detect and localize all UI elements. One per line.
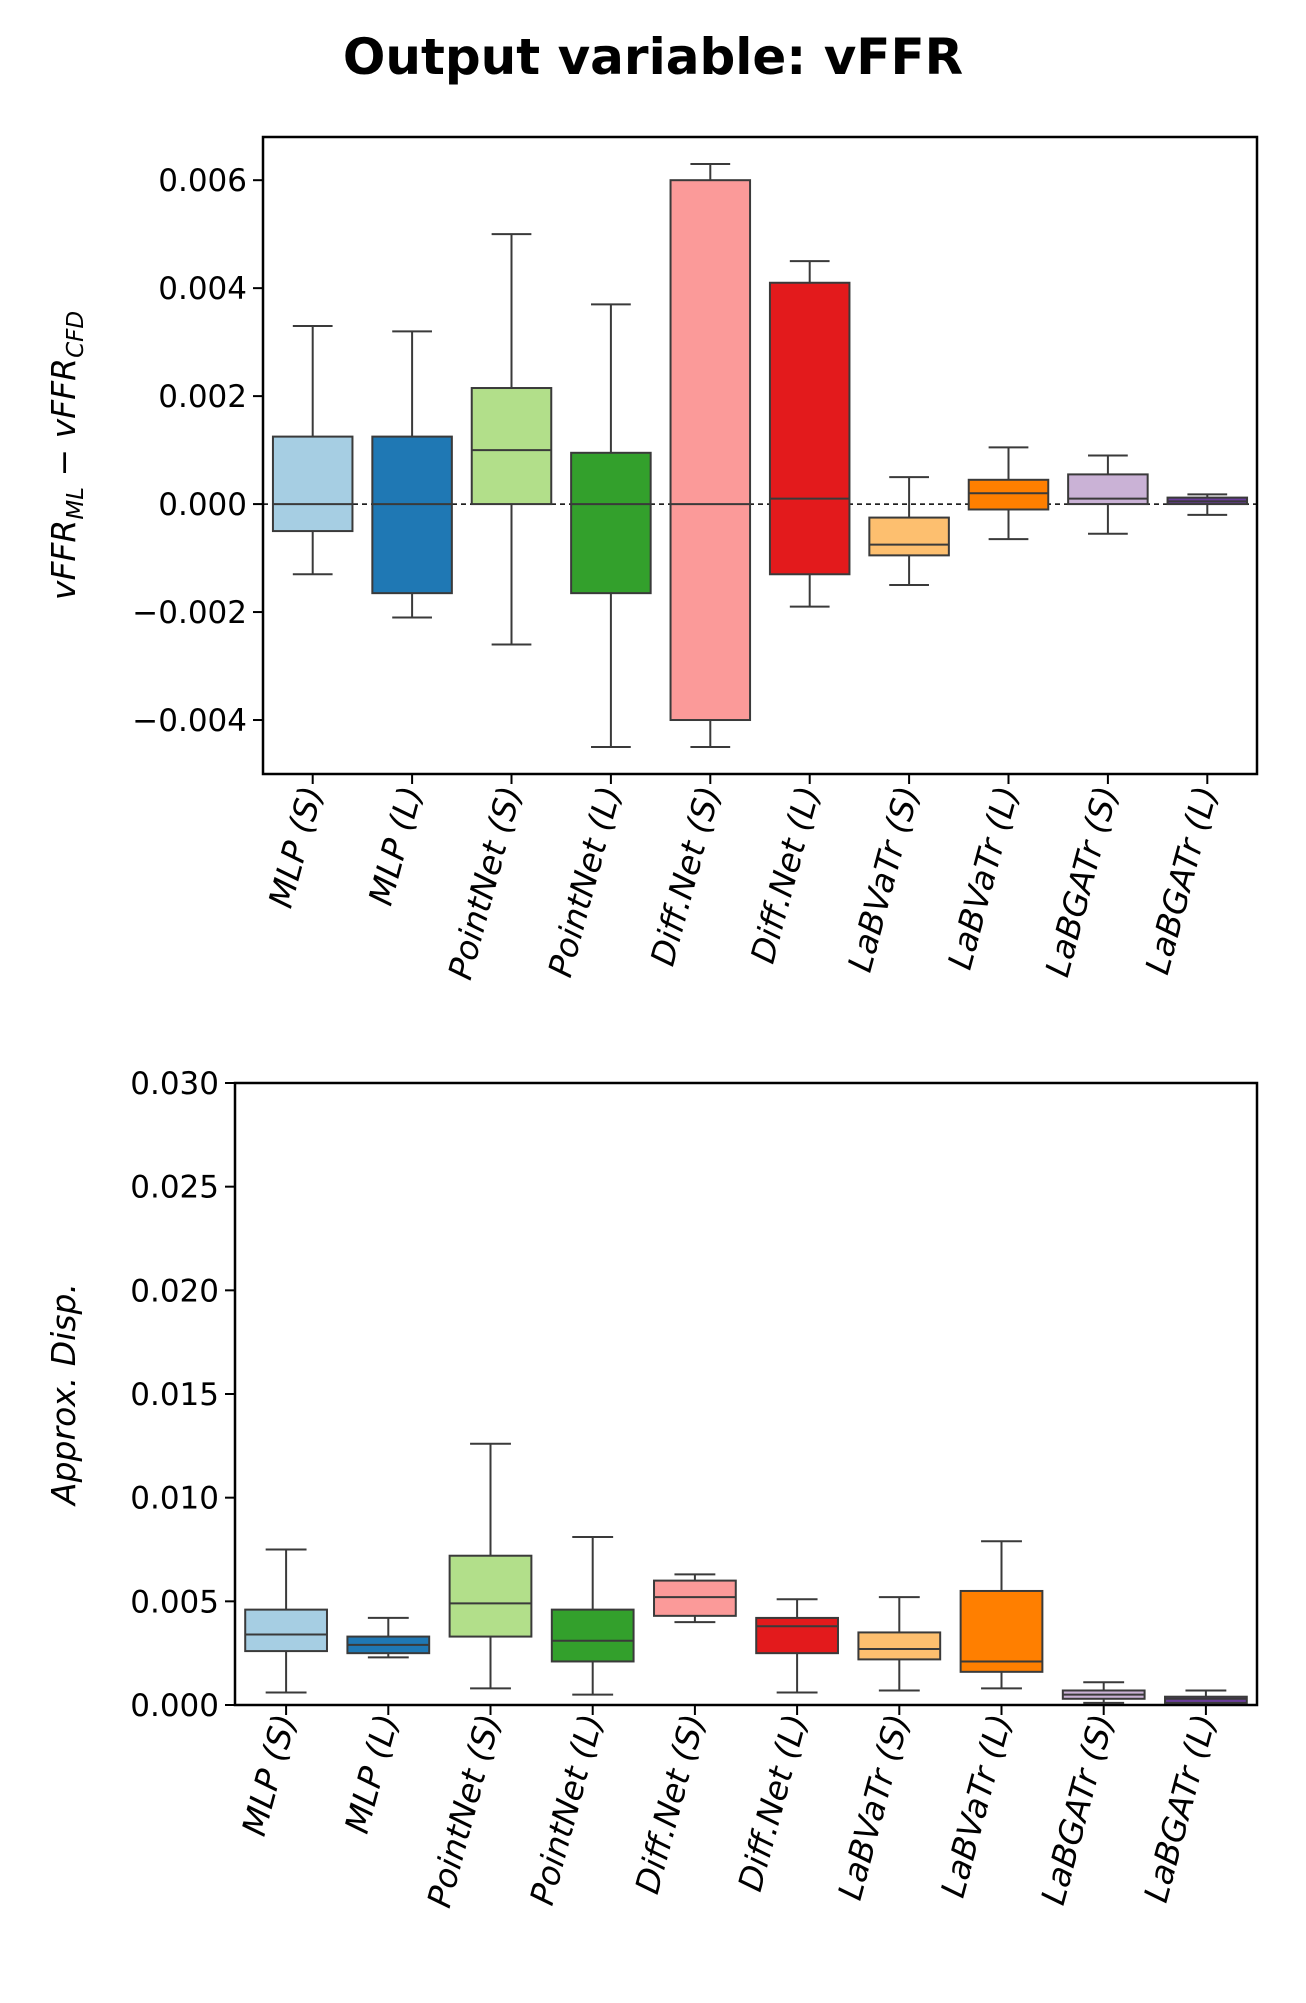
box-iqr (653, 1579, 737, 1617)
box-iqr (868, 516, 950, 557)
x-tick-label: LaBGATr (S) (1033, 1710, 1121, 1909)
box-1 (346, 1616, 431, 1659)
box-iqr (669, 179, 752, 722)
box-iqr (755, 1616, 839, 1655)
y-tick-label: −0.004 (132, 703, 247, 739)
box-7 (959, 1540, 1044, 1690)
y-tick-label: 0.025 (130, 1170, 219, 1206)
box-6 (857, 1596, 942, 1692)
box-2 (470, 233, 553, 646)
y-tick-label: 0.006 (158, 163, 247, 199)
x-tick-label: LaBVaTr (L) (940, 782, 1026, 973)
box-iqr (470, 387, 553, 506)
box-9 (1164, 1689, 1248, 1706)
box-5 (768, 260, 851, 608)
box-0 (271, 324, 354, 576)
box-iqr (550, 1608, 635, 1663)
box-8 (1061, 1681, 1146, 1704)
box-4 (669, 162, 752, 749)
x-tick-label: MLP (L) (337, 1710, 406, 1837)
x-tick-label: Diff.Net (S) (627, 1710, 712, 1898)
box-2 (448, 1442, 533, 1690)
y-axis-label: Approx. Disp. (44, 1283, 83, 1507)
box-4 (653, 1573, 737, 1624)
x-tick-label: PointNet (S) (440, 782, 529, 984)
y-axis-label: vFFRML − vFFRCFD (44, 311, 89, 600)
chart-panel-1: −0.004 −0.002 0.000 0.002 0.004 0.006 MLP (S) M… (44, 135, 1259, 984)
box-1 (371, 330, 453, 619)
box-iqr (768, 281, 851, 576)
plot-frame (233, 1081, 1259, 1707)
x-tick-label: MLP (S) (261, 782, 331, 912)
y-tick-label: 0.000 (130, 1688, 219, 1724)
y-tick-label: 0.000 (158, 487, 247, 523)
box-5 (755, 1598, 839, 1694)
box-iqr (1164, 1695, 1248, 1704)
x-tick-label: PointNet (S) (419, 1710, 508, 1912)
x-tick-label: MLP (S) (234, 1710, 304, 1840)
box-3 (550, 1536, 635, 1696)
x-tick-label: Diff.Net (L) (730, 1710, 815, 1895)
box-7 (967, 446, 1050, 541)
box-3 (570, 303, 652, 749)
figure-title: Output variable: vFFR (342, 28, 964, 86)
box-9 (1166, 493, 1249, 516)
x-tick-label: LaBVaTr (S) (840, 782, 927, 976)
x-tick-label: LaBGATr (S) (1037, 782, 1125, 981)
box-6 (868, 476, 950, 587)
y-tick-label: −0.002 (132, 595, 247, 631)
box-iqr (244, 1608, 328, 1653)
box-iqr (857, 1631, 942, 1661)
x-tick-label: MLP (L) (361, 782, 430, 909)
x-tick-label: PointNet (L) (540, 782, 628, 981)
x-tick-label: LaBGATr (L) (1136, 1710, 1224, 1906)
box-0 (244, 1548, 328, 1694)
box-iqr (371, 435, 453, 595)
box-iqr (570, 451, 652, 595)
y-tick-label: 0.004 (158, 271, 247, 307)
box-8 (1067, 454, 1149, 535)
y-tick-label: 0.030 (130, 1066, 219, 1102)
box-iqr (967, 478, 1050, 511)
box-iqr (271, 435, 354, 533)
y-tick-label: 0.010 (130, 1481, 219, 1517)
x-tick-label: LaBVaTr (L) (933, 1710, 1019, 1901)
box-iqr (959, 1589, 1044, 1673)
x-tick-label: Diff.Net (L) (743, 782, 828, 967)
x-tick-label: Diff.Net (S) (643, 782, 728, 970)
x-tick-label: LaBGATr (L) (1137, 782, 1225, 978)
x-tick-label: LaBVaTr (S) (830, 1710, 917, 1904)
chart-panel-2: 0.000 0.005 0.010 0.015 0.020 0.025 0.030 MLP (… (44, 1066, 1259, 1912)
plot-frame (261, 135, 1259, 776)
y-tick-label: 0.005 (130, 1584, 219, 1620)
x-tick-label: PointNet (L) (522, 1710, 610, 1909)
y-tick-label: 0.020 (130, 1273, 219, 1309)
y-tick-label: 0.015 (130, 1377, 219, 1413)
y-tick-label: 0.002 (158, 379, 247, 415)
box-iqr (448, 1554, 533, 1638)
